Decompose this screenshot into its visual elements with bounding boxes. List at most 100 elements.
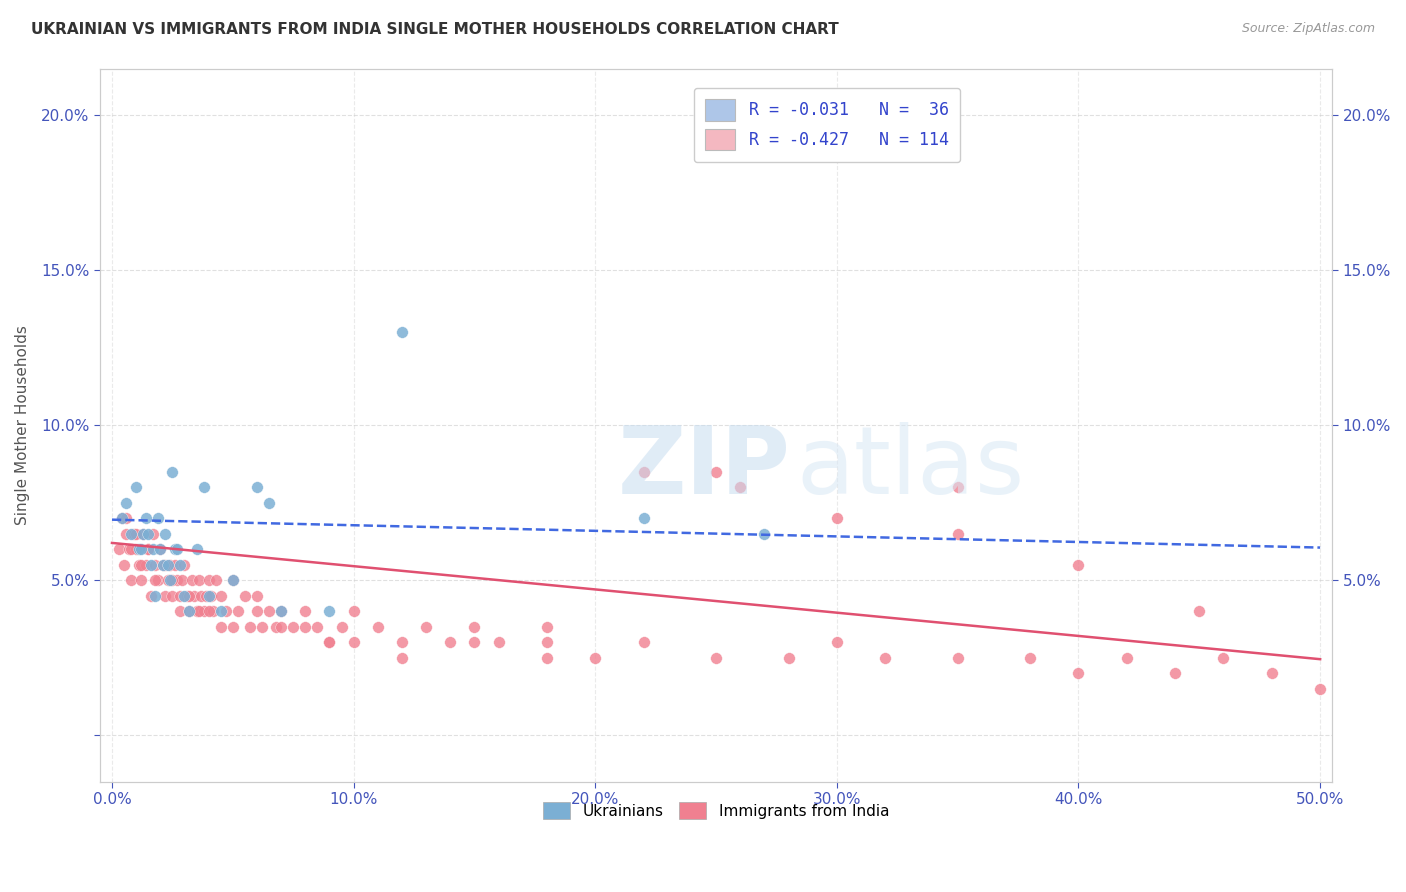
Text: ZIP: ZIP: [617, 422, 790, 514]
Point: [246, 480, 269, 494]
Point: [257, 604, 280, 618]
Point: [166, 542, 188, 557]
Point: [294, 620, 316, 634]
Point: [233, 589, 256, 603]
Point: [197, 573, 219, 587]
Point: [488, 635, 510, 649]
Point: [153, 589, 176, 603]
Point: [190, 589, 212, 603]
Point: [179, 604, 201, 618]
Point: [633, 635, 655, 649]
Point: [946, 526, 969, 541]
Point: [145, 558, 167, 572]
Point: [129, 573, 152, 587]
Point: [153, 558, 176, 572]
Point: [270, 604, 292, 618]
Point: [283, 620, 305, 634]
Point: [318, 635, 340, 649]
Text: Source: ZipAtlas.com: Source: ZipAtlas.com: [1241, 22, 1375, 36]
Point: [135, 558, 157, 572]
Point: [188, 604, 211, 618]
Point: [633, 511, 655, 525]
Point: [246, 589, 269, 603]
Point: [120, 526, 142, 541]
Point: [132, 526, 155, 541]
Point: [149, 542, 172, 557]
Point: [188, 573, 211, 587]
Point: [169, 558, 191, 572]
Point: [222, 573, 245, 587]
Point: [142, 526, 165, 541]
Point: [214, 604, 236, 618]
Point: [166, 573, 188, 587]
Point: [193, 480, 215, 494]
Point: [1309, 681, 1331, 696]
Point: [115, 526, 138, 541]
Point: [145, 589, 167, 603]
Point: [754, 526, 776, 541]
Point: [156, 558, 179, 572]
Point: [946, 480, 969, 494]
Point: [136, 526, 159, 541]
Point: [946, 650, 969, 665]
Point: [875, 650, 897, 665]
Point: [318, 635, 340, 649]
Point: [170, 573, 193, 587]
Point: [536, 650, 558, 665]
Point: [294, 604, 316, 618]
Point: [129, 558, 152, 572]
Text: UKRAINIAN VS IMMIGRANTS FROM INDIA SINGLE MOTHER HOUSEHOLDS CORRELATION CHART: UKRAINIAN VS IMMIGRANTS FROM INDIA SINGL…: [31, 22, 839, 37]
Point: [1212, 650, 1234, 665]
Point: [136, 542, 159, 557]
Point: [270, 620, 292, 634]
Point: [330, 620, 353, 634]
Point: [439, 635, 461, 649]
Y-axis label: Single Mother Households: Single Mother Households: [15, 326, 30, 525]
Point: [197, 604, 219, 618]
Point: [825, 635, 848, 649]
Point: [1115, 650, 1137, 665]
Point: [125, 542, 148, 557]
Point: [179, 604, 201, 618]
Point: [136, 542, 159, 557]
Point: [186, 542, 208, 557]
Point: [391, 325, 413, 339]
Point: [132, 526, 155, 541]
Point: [633, 465, 655, 479]
Point: [169, 589, 191, 603]
Point: [108, 542, 131, 557]
Point: [391, 635, 413, 649]
Point: [146, 573, 169, 587]
Point: [115, 511, 138, 525]
Point: [152, 558, 174, 572]
Point: [270, 604, 292, 618]
Point: [118, 542, 141, 557]
Point: [536, 635, 558, 649]
Point: [222, 620, 245, 634]
Point: [156, 573, 179, 587]
Point: [149, 542, 172, 557]
Point: [209, 604, 232, 618]
Point: [1067, 666, 1090, 681]
Point: [176, 589, 198, 603]
Point: [159, 573, 181, 587]
Point: [1261, 666, 1284, 681]
Point: [1188, 604, 1211, 618]
Point: [367, 620, 389, 634]
Point: [197, 589, 219, 603]
Point: [463, 620, 485, 634]
Point: [142, 542, 165, 557]
Text: atlas: atlas: [796, 422, 1025, 514]
Point: [139, 558, 162, 572]
Point: [825, 511, 848, 525]
Point: [186, 604, 208, 618]
Point: [120, 542, 142, 557]
Point: [128, 558, 150, 572]
Point: [162, 465, 184, 479]
Point: [169, 604, 191, 618]
Point: [125, 526, 148, 541]
Point: [195, 589, 218, 603]
Point: [728, 480, 751, 494]
Point: [153, 526, 176, 541]
Point: [173, 589, 195, 603]
